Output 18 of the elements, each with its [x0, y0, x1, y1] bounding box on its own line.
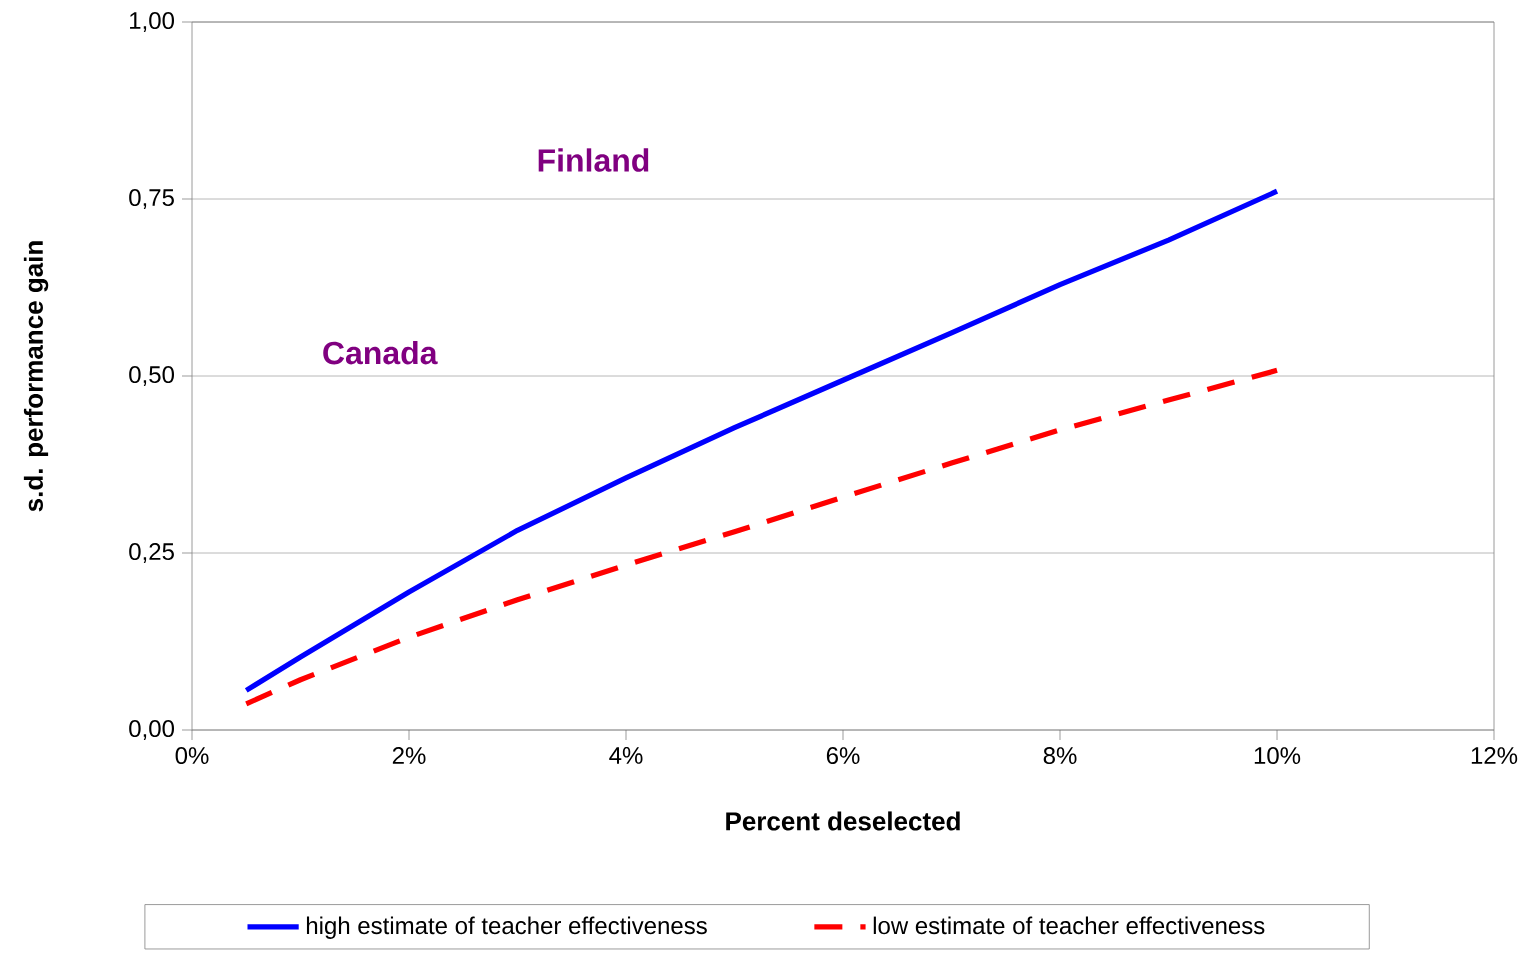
y-axis-title: s.d. performance gain	[23, 241, 49, 512]
y-tick-label: 0,50	[129, 366, 175, 386]
x-tick-label: 10%	[1254, 747, 1301, 765]
y-tick-label: 1,00	[130, 12, 175, 32]
y-tick-label: 0,00	[129, 720, 175, 740]
x-tick-label: 6%	[826, 747, 860, 765]
x-axis-title: Percent deselected	[726, 811, 960, 831]
y-tick-label: 0,25	[129, 543, 174, 563]
x-tick-label: 0%	[175, 747, 209, 765]
x-tick-label: 8%	[1043, 747, 1077, 765]
legend-label: low estimate of teacher effectiveness	[873, 916, 1265, 935]
x-tick-label: 4%	[609, 747, 643, 764]
x-tick-label: 12%	[1471, 747, 1518, 764]
x-tick-label: 2%	[392, 747, 426, 764]
annotation: Canada	[323, 340, 438, 365]
annotation: Finland	[538, 148, 649, 172]
y-tick-label: 0,75	[129, 189, 174, 209]
legend-label: high estimate of teacher effectiveness	[306, 916, 707, 939]
